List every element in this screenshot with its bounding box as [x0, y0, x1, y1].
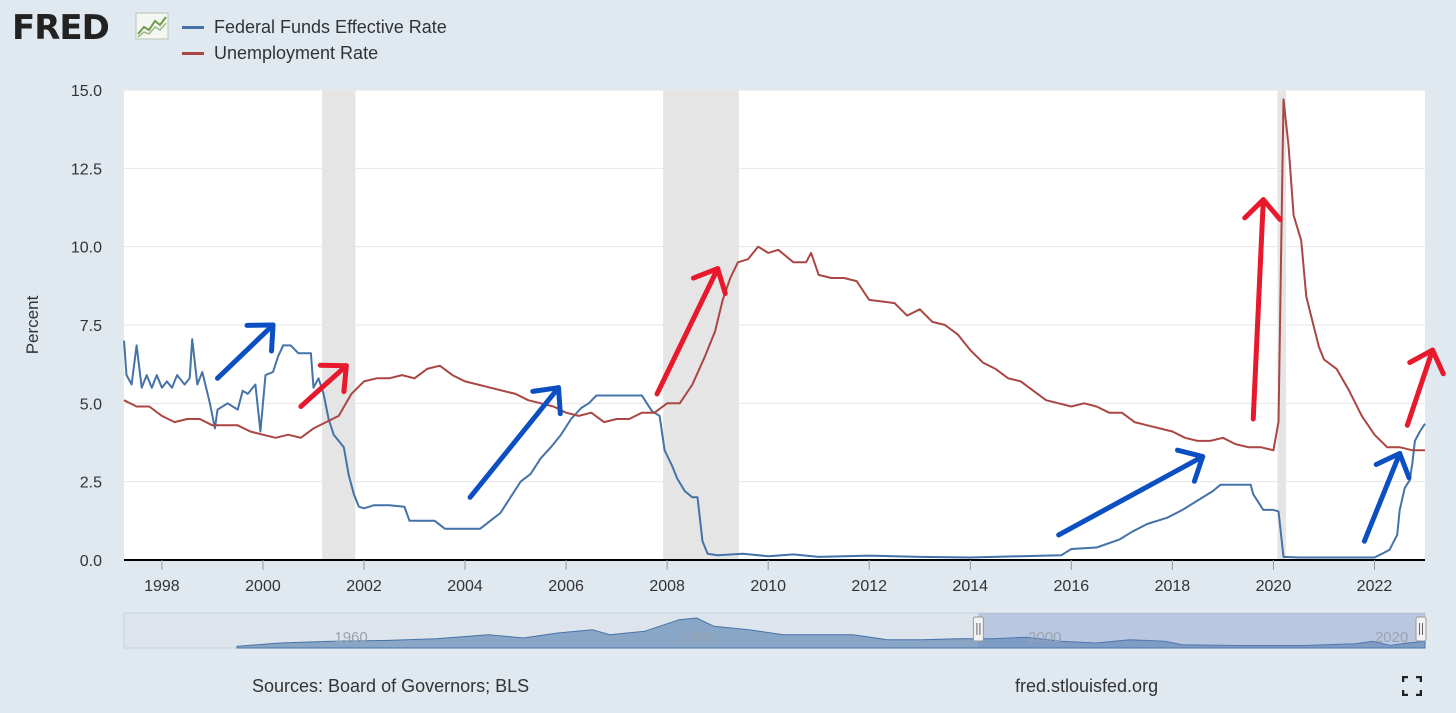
legend-label-fed-funds: Federal Funds Effective Rate [214, 16, 447, 37]
navigator-handle-left[interactable] [972, 616, 984, 642]
gridlines [124, 89, 1425, 483]
y-tick-label: 0.0 [80, 553, 102, 570]
y-tick-label: 10.0 [71, 240, 102, 257]
y-axis-label: Percent [23, 295, 42, 354]
line-chart-icon [135, 12, 169, 40]
fred-logo: FRED [12, 8, 110, 48]
annotation-arrow-blue [467, 385, 563, 500]
x-tick-label: 2016 [1054, 578, 1090, 595]
x-tick-label: 2012 [851, 578, 887, 595]
x-tick-label: 2022 [1357, 578, 1393, 595]
annotation-arrow-red [1404, 347, 1446, 428]
series-lines [123, 98, 1426, 559]
legend: Federal Funds Effective Rate Unemploymen… [182, 14, 447, 66]
navigator-handle-right[interactable] [1415, 616, 1427, 642]
annotation-arrow-red [1242, 197, 1283, 422]
series-line-fed-funds [123, 338, 1426, 559]
x-tick-label: 2004 [447, 578, 483, 595]
y-tick-label: 2.5 [80, 475, 102, 492]
fullscreen-icon[interactable] [1402, 676, 1422, 696]
x-axis-ticks: 1998 2000 2002 2004 2006 2008 2010 2012 2014 2016… [144, 560, 1392, 595]
x-tick-label: 2014 [952, 578, 988, 595]
x-tick-label: 2002 [346, 578, 382, 595]
x-tick-label: 2000 [245, 578, 281, 595]
legend-item-fed-funds[interactable]: Federal Funds Effective Rate [182, 14, 447, 40]
navigator-tick-label: 2020 [1375, 629, 1408, 646]
sources-text: Sources: Board of Governors; BLS [252, 676, 530, 696]
source-url[interactable]: fred.stlouisfed.org [1015, 676, 1159, 696]
y-tick-label: 15.0 [71, 83, 102, 100]
navigator-area [236, 617, 1426, 649]
navigator-tick-label: 2000 [1028, 629, 1061, 646]
range-navigator[interactable]: 1960 1980 2000 2020 [123, 612, 1427, 649]
x-tick-label: 2018 [1155, 578, 1191, 595]
legend-item-unemployment[interactable]: Unemployment Rate [182, 40, 447, 66]
navigator-selection[interactable] [978, 613, 1425, 648]
x-tick-label: 2010 [750, 578, 786, 595]
legend-swatch-unemployment [182, 51, 204, 55]
navigator-tick-label: 1980 [681, 629, 714, 646]
y-tick-label: 12.5 [71, 161, 102, 178]
annotation-arrow-red [298, 362, 349, 409]
annotation-arrow-blue [1361, 450, 1412, 544]
y-tick-label: 7.5 [80, 318, 102, 335]
x-tick-label: 2020 [1256, 578, 1292, 595]
annotation-arrow-red [654, 266, 728, 397]
y-axis-ticks: 0.0 2.5 5.0 7.5 10.0 12.5 15.0 [71, 83, 102, 570]
x-tick-label: 1998 [144, 578, 180, 595]
legend-swatch-fed-funds [182, 25, 204, 29]
x-tick-label: 2008 [649, 578, 685, 595]
legend-label-unemployment: Unemployment Rate [214, 42, 379, 63]
annotation-arrows [214, 197, 1446, 544]
x-tick-label: 2006 [548, 578, 584, 595]
navigator-tick-label: 1960 [334, 629, 367, 646]
navigator-content: 1960 1980 2000 2020 [236, 613, 1427, 649]
series-line-unemployment [123, 98, 1425, 452]
y-tick-label: 5.0 [80, 396, 102, 413]
annotation-arrow-blue [1056, 447, 1206, 538]
annotation-arrow-blue [214, 322, 276, 381]
